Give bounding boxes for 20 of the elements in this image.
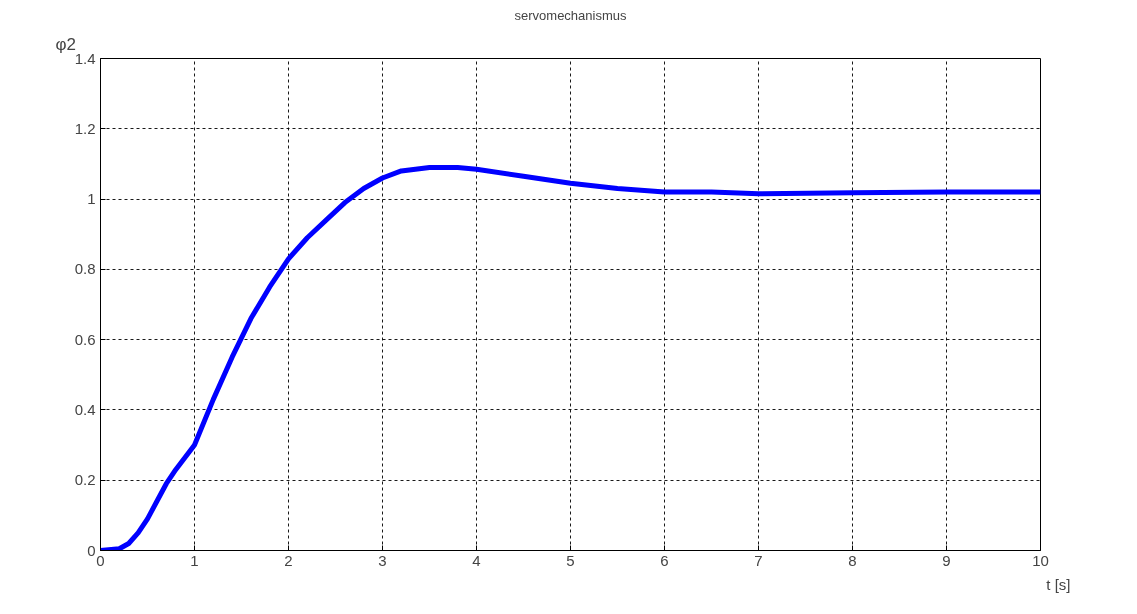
y-tick-label: 1 [87, 190, 96, 208]
y-tick-label: 0.4 [74, 400, 96, 418]
y-axis-title: φ2 [55, 34, 76, 54]
x-axis-title: t [s] [1046, 575, 1071, 593]
x-tick-label: 1 [190, 551, 199, 569]
y-tick-label: 0.2 [74, 471, 96, 489]
y-tick-label: 1.4 [74, 49, 96, 67]
x-tick-label: 2 [284, 551, 293, 569]
x-tick-label: 7 [754, 551, 763, 569]
chart-title: servomechanismus [514, 7, 627, 23]
x-tick-label: 5 [566, 551, 575, 569]
y-tick-label: 1.2 [74, 119, 96, 137]
x-tick-label: 8 [848, 551, 857, 569]
x-tick-label: 9 [942, 551, 951, 569]
y-tick-label: 0.8 [74, 260, 96, 278]
x-tick-label: 4 [472, 551, 481, 569]
y-tick-label: 0.6 [74, 330, 96, 348]
x-tick-label: 10 [1032, 551, 1049, 569]
x-tick-label: 6 [660, 551, 669, 569]
x-tick-label: 3 [378, 551, 387, 569]
